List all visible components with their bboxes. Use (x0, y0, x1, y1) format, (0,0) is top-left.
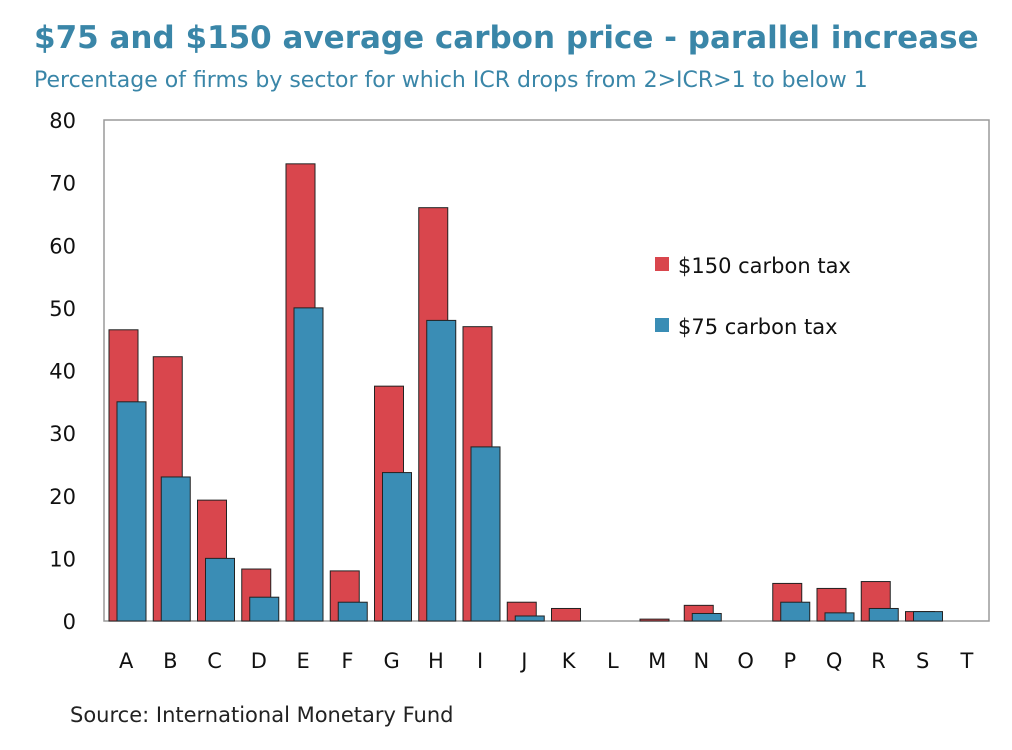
x-tick-label: M (648, 649, 666, 673)
bar-75-carbon-tax (426, 319, 457, 622)
y-tick-label: 60 (49, 234, 76, 258)
legend-swatch (655, 318, 669, 332)
plot-frame (103, 119, 990, 622)
x-tick-label: Q (826, 649, 843, 673)
x-tick-label: J (519, 649, 527, 673)
x-tick-label: R (871, 649, 886, 673)
bar-75-carbon-tax (249, 596, 280, 622)
x-tick-label: I (477, 649, 483, 673)
bar-75-carbon-tax (116, 401, 147, 622)
x-tick-label: F (341, 649, 353, 673)
x-tick-label: T (959, 649, 973, 673)
bar-75-carbon-tax (470, 446, 501, 622)
source-note: Source: International Monetary Fund (70, 703, 454, 727)
y-tick-label: 70 (49, 172, 76, 196)
chart-subtitle: Percentage of firms by sector for which … (34, 68, 868, 93)
bar-150-carbon-tax (639, 618, 670, 622)
x-tick-label: P (784, 649, 797, 673)
bar-150-carbon-tax (551, 607, 581, 622)
x-tick-label: E (296, 649, 309, 673)
x-tick-label: O (737, 649, 754, 673)
bar-chart: 0 10 20 30 40 50 60 70 80 A B C D E F G H I J K L M N O P Q R S T $15… (49, 109, 990, 673)
x-tick-label: K (562, 649, 577, 673)
y-tick-label: 20 (49, 485, 76, 509)
y-tick-label: 40 (49, 360, 76, 384)
y-tick-label: 50 (49, 297, 76, 321)
bar-75-carbon-tax (205, 557, 235, 622)
bar-75-carbon-tax (691, 612, 722, 622)
legend-label: $75 carbon tax (678, 315, 838, 339)
bar-75-carbon-tax (868, 607, 899, 622)
x-tick-label: S (916, 649, 929, 673)
bar-75-carbon-tax (337, 601, 368, 622)
y-tick-label: 10 (49, 547, 76, 571)
bar-75-carbon-tax (780, 601, 811, 622)
y-tick-label: 80 (49, 109, 76, 133)
x-tick-label: A (119, 649, 134, 673)
x-tick-label: G (383, 649, 399, 673)
bar-75-carbon-tax (382, 472, 412, 622)
bar-75-carbon-tax (293, 307, 324, 622)
x-tick-label: L (607, 649, 619, 673)
chart-title: $75 and $150 average carbon price - para… (34, 20, 979, 56)
x-tick-label: D (251, 649, 267, 673)
bar-75-carbon-tax (514, 615, 545, 622)
bar-75-carbon-tax (913, 611, 943, 622)
bar-75-carbon-tax (824, 612, 855, 622)
legend-swatch (655, 257, 669, 271)
bar-75-carbon-tax (160, 476, 191, 622)
x-tick-label: C (207, 649, 222, 673)
x-tick-label: B (163, 649, 177, 673)
legend-label: $150 carbon tax (678, 254, 851, 278)
y-tick-label: 0 (63, 610, 76, 634)
y-tick-label: 30 (49, 422, 76, 446)
x-tick-label: N (694, 649, 710, 673)
x-tick-label: H (428, 649, 444, 673)
